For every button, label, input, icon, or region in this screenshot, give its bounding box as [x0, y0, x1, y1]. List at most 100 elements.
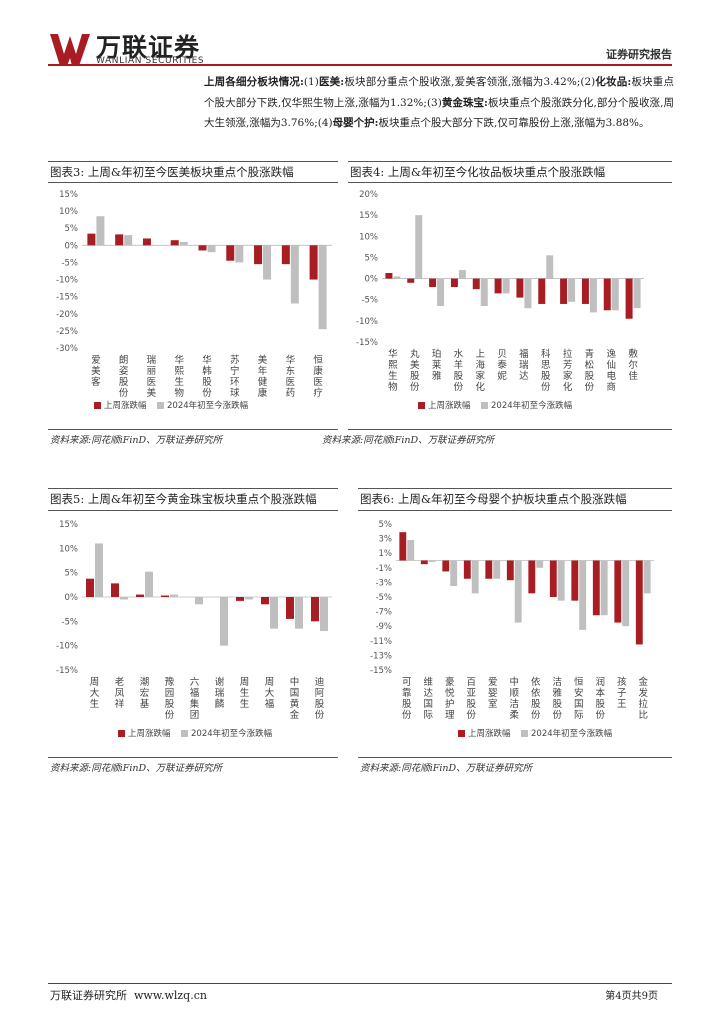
bar-weekly	[625, 278, 633, 319]
bar-ytd	[245, 597, 253, 600]
y-tick-label: -15%	[370, 666, 392, 676]
bar-weekly	[581, 278, 589, 304]
fig5-source: 资料来源:同花顺iFinD、万联证券研究所	[50, 763, 223, 774]
legend-label: 2024年初至今涨跌幅	[531, 728, 613, 739]
category-label: 可靠股份	[402, 677, 412, 721]
legend-swatch-ytd	[157, 402, 164, 409]
bar-ytd	[611, 278, 619, 311]
y-tick-label: -1%	[375, 564, 392, 574]
category-label: 洁雅股份	[552, 676, 562, 721]
bar-weekly	[286, 597, 294, 619]
fig5-chart: 15% 10% 5% 0% -5% -10% -15% 周大生 老凤祥 潮宏基 豫园股份 六福集团 谢瑞…	[56, 520, 332, 739]
fig4-title: 图表4: 上周&年初至今化妆品板块重点个股涨跌幅	[350, 165, 606, 179]
fig6-top-rule	[358, 488, 672, 489]
bar-weekly	[236, 597, 244, 601]
category-label: 周大福	[265, 677, 275, 710]
category-label: 华韩股份	[202, 354, 212, 399]
bar-weekly	[136, 594, 144, 597]
bar-ytd	[263, 245, 272, 280]
legend-swatch-weekly	[94, 402, 101, 409]
header-divider	[48, 64, 672, 66]
bar-ytd	[437, 278, 445, 307]
bar-weekly	[442, 560, 450, 572]
fig5-title-rule	[48, 510, 338, 511]
y-tick-label: 3%	[379, 535, 393, 545]
bar-ytd	[633, 278, 641, 309]
footer-website: www.wlzq.cn	[134, 989, 207, 1002]
legend-swatch-ytd	[181, 730, 188, 737]
category-label: 敷尔佳	[628, 348, 638, 382]
bar-weekly	[560, 278, 568, 304]
category-label: 孩子王	[617, 676, 627, 710]
bar-weekly	[281, 245, 290, 265]
bar-weekly	[528, 560, 536, 594]
legend-label: 2024年初至今涨跌幅	[167, 400, 249, 411]
bar-ytd	[96, 216, 105, 246]
bar-ytd	[471, 560, 479, 594]
bar-weekly	[472, 278, 480, 290]
report-type: 证券研究报告	[606, 48, 672, 61]
fig3-source: 资料来源:同花顺iFinD、万联证券研究所	[50, 435, 223, 446]
y-tick-label: -20%	[56, 310, 78, 320]
bar-weekly	[385, 272, 393, 279]
fig3-title: 图表3: 上周&年初至今医美板块重点个股涨跌幅	[50, 165, 294, 179]
bar-weekly	[494, 278, 502, 294]
y-tick-label: -13%	[370, 651, 392, 661]
category-label: 华东医药	[286, 354, 296, 399]
bar-ytd	[514, 560, 522, 623]
bar-weekly	[485, 560, 493, 579]
fig5-title: 图表5: 上周&年初至今黄金珠宝板块重点个股涨跌幅	[50, 492, 317, 506]
summary-n2: (2)	[580, 76, 596, 88]
page-number: 第4页共9页	[605, 991, 658, 1002]
legend-label: 2024年初至今涨跌幅	[191, 728, 273, 739]
bar-ytd	[179, 241, 188, 246]
y-tick-label: 1%	[379, 549, 393, 559]
bar-ytd	[145, 571, 153, 597]
bar-ytd	[458, 270, 466, 279]
bar-weekly	[592, 560, 600, 616]
y-tick-label: -5%	[375, 593, 392, 603]
category-label: 珀莱雅	[432, 348, 442, 382]
category-label: 润本股份	[595, 676, 605, 721]
category-label: 华熙生物	[388, 348, 398, 393]
y-tick-label: -30%	[56, 344, 78, 354]
legend-label: 上周涨跌幅	[428, 400, 471, 411]
fig3-chart: 15% 10% 5% 0% -5% -10% -15% -20% -25% -30% 爱美客 朗姿股份…	[56, 190, 332, 411]
bar-weekly	[87, 233, 96, 246]
fig5-top-rule	[48, 488, 338, 489]
fig3-bottom-rule	[48, 429, 338, 430]
bar-ytd	[124, 235, 133, 246]
y-tick-label: -11%	[370, 637, 392, 647]
summary-n4: (4)	[317, 117, 333, 129]
bar-ytd	[407, 540, 415, 561]
bar-weekly	[463, 560, 471, 579]
legend-label: 上周涨跌幅	[128, 728, 171, 739]
bar-weekly	[142, 238, 151, 246]
category-label: 潮宏基	[140, 676, 150, 710]
bar-weekly	[603, 278, 611, 311]
category-label: 中顺洁柔	[509, 676, 519, 721]
bar-weekly	[261, 597, 269, 605]
bar-ytd	[546, 255, 554, 279]
y-tick-label: -15%	[56, 666, 78, 676]
bar-ytd	[295, 597, 303, 629]
fig4-top-rule	[348, 161, 672, 162]
category-label: 朗姿股份	[119, 354, 129, 399]
bar-weekly	[111, 583, 119, 597]
category-label: 中国黄金	[290, 676, 300, 721]
bar-ytd	[318, 245, 327, 330]
logo-text-cn: 万联证券	[96, 33, 201, 62]
category-label: 金发拉比	[638, 676, 648, 721]
y-tick-label: 10%	[359, 232, 378, 242]
fig3-title-rule	[48, 182, 338, 183]
bar-ytd	[643, 560, 651, 594]
bar-weekly	[516, 278, 524, 298]
y-tick-label: 15%	[59, 520, 78, 530]
category-label: 苏宁环球	[230, 354, 240, 399]
y-tick-label: -5%	[361, 296, 378, 306]
y-tick-label: -15%	[356, 338, 378, 348]
y-tick-label: 10%	[59, 544, 78, 554]
category-label: 丸美股份	[410, 348, 420, 393]
y-tick-label: -9%	[375, 622, 392, 632]
legend-label: 2024年初至今涨跌幅	[491, 400, 573, 411]
